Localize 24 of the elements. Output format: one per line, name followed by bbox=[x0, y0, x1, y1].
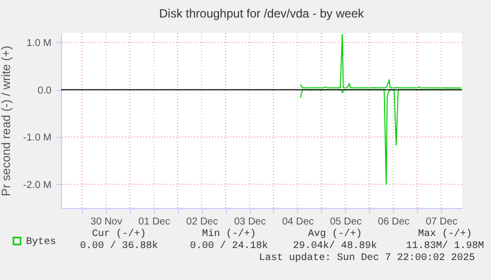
x-tick-label: 07 Dec bbox=[426, 216, 458, 228]
text: 0.00 / 24.18k bbox=[190, 240, 268, 252]
legend-label: Bytes bbox=[26, 237, 56, 248]
x-tick-label: 02 Dec bbox=[186, 216, 218, 228]
x-tick-label: 06 Dec bbox=[378, 216, 410, 228]
y-axis-title: Pr second read (-) / write (+) bbox=[0, 46, 14, 196]
y-tick-label: -1.0 M bbox=[23, 132, 52, 144]
x-tick-label: 03 Dec bbox=[234, 216, 266, 228]
y-tick-label: 1.0 M bbox=[26, 38, 52, 49]
text: Last update: Sun Dec 7 22:00:02 2025 bbox=[258, 252, 475, 264]
text: 11.83M/ 1.98M bbox=[406, 240, 484, 252]
y-tick-label: -2.0 M bbox=[23, 180, 52, 191]
chart-title: Disk throughput for /dev/vda - by week bbox=[159, 6, 365, 20]
text: Cur (-/+) bbox=[92, 228, 146, 240]
text: Min (-/+) bbox=[202, 228, 256, 240]
x-tick-label: 30 Nov bbox=[90, 216, 122, 228]
x-tick-label: 05 Dec bbox=[330, 216, 362, 228]
text: 0.00 / 36.88k bbox=[80, 240, 158, 252]
text: 29.04k/ 48.89k bbox=[292, 240, 378, 252]
x-tick-label: 01 Dec bbox=[138, 216, 170, 228]
y-tick-label: 0.0 bbox=[38, 85, 52, 96]
x-tick-label: 04 Dec bbox=[282, 216, 314, 228]
text: Avg (-/+) bbox=[308, 228, 362, 240]
text: Max (-/+) bbox=[418, 228, 472, 240]
